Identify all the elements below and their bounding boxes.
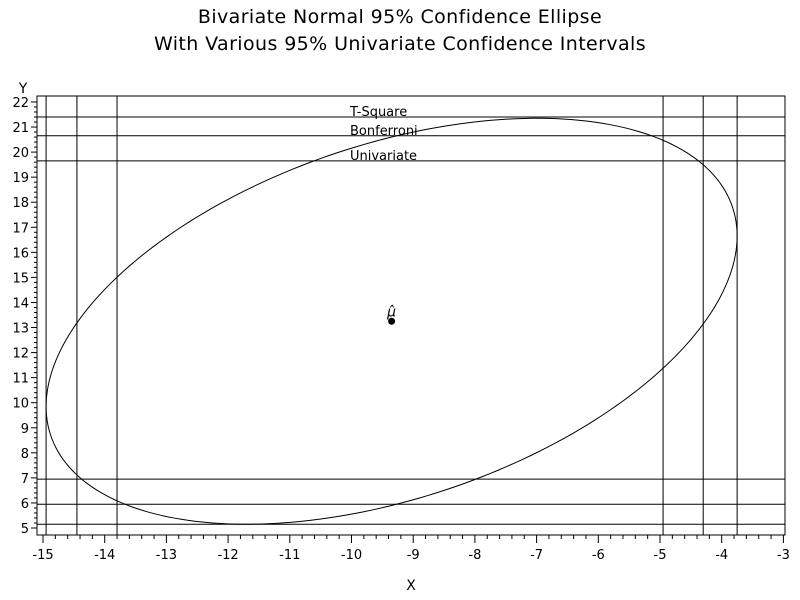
confidence-ellipse-group — [45, 117, 738, 525]
x-tick-label: -15 — [32, 548, 53, 563]
y-axis-label: Y — [18, 81, 28, 97]
y-tick-label: 5 — [21, 522, 29, 537]
y-axis: 5 6 7 8 9 10 11 12 13 14 15 16 17 18 19 20 21 22 — [12, 96, 37, 537]
x-tick-label: -12 — [217, 548, 238, 563]
x-tick-label: -3 — [777, 548, 790, 563]
y-tick-label: 6 — [21, 497, 29, 512]
x-tick-label: -5 — [654, 548, 667, 563]
x-axis-label: X — [406, 578, 416, 594]
y-tick-label: 21 — [12, 121, 29, 136]
mean-label: μ̂ — [386, 304, 396, 320]
x-tick-label: -11 — [279, 548, 300, 563]
x-tick-label: -7 — [530, 548, 543, 563]
interval-labels: T-Square Bonferroni Univariate — [349, 105, 418, 164]
bonferroni-label: Bonferroni — [350, 124, 418, 139]
plot-border — [36, 95, 786, 536]
x-tick-label: -10 — [341, 548, 362, 563]
univariate-label: Univariate — [350, 149, 417, 164]
x-tick-label: -6 — [592, 548, 605, 563]
t-square-label: T-Square — [349, 105, 407, 120]
y-tick-label: 17 — [12, 221, 29, 236]
y-tick-label: 8 — [21, 447, 29, 462]
y-tick-label: 14 — [12, 296, 29, 311]
y-tick-label: 13 — [12, 322, 29, 337]
y-tick-label: 12 — [12, 347, 29, 362]
mean-point — [388, 317, 396, 325]
x-tick-label: -4 — [715, 548, 728, 563]
y-tick-label: 16 — [12, 246, 29, 261]
x-tick-label: -8 — [468, 548, 481, 563]
y-tick-label: 9 — [21, 422, 29, 437]
x-tick-label: -9 — [407, 548, 420, 563]
x-tick-label: -13 — [156, 548, 177, 563]
y-tick-label: 19 — [12, 171, 29, 186]
x-axis: -15 -14 -13 -12 -11 -10 -9 -8 -7 -6 -5 -4 -3 — [32, 535, 790, 563]
chart-title: Bivariate Normal 95% Confidence Ellipse — [197, 6, 603, 28]
y-tick-label: 22 — [12, 96, 29, 111]
chart-subtitle: With Various 95% Univariate Confidence I… — [153, 33, 647, 55]
y-tick-label: 15 — [12, 271, 29, 286]
y-tick-label: 11 — [12, 372, 29, 387]
confidence-interval-lines — [37, 96, 785, 535]
plot-frame — [36, 95, 786, 536]
x-tick-label: -14 — [94, 548, 115, 563]
y-tick-label: 7 — [21, 472, 29, 487]
y-tick-label: 20 — [12, 146, 29, 161]
y-tick-label: 18 — [12, 196, 29, 211]
confidence-ellipse — [45, 117, 738, 525]
y-tick-label: 10 — [12, 397, 29, 412]
mean-point-group: μ̂ — [386, 304, 396, 325]
